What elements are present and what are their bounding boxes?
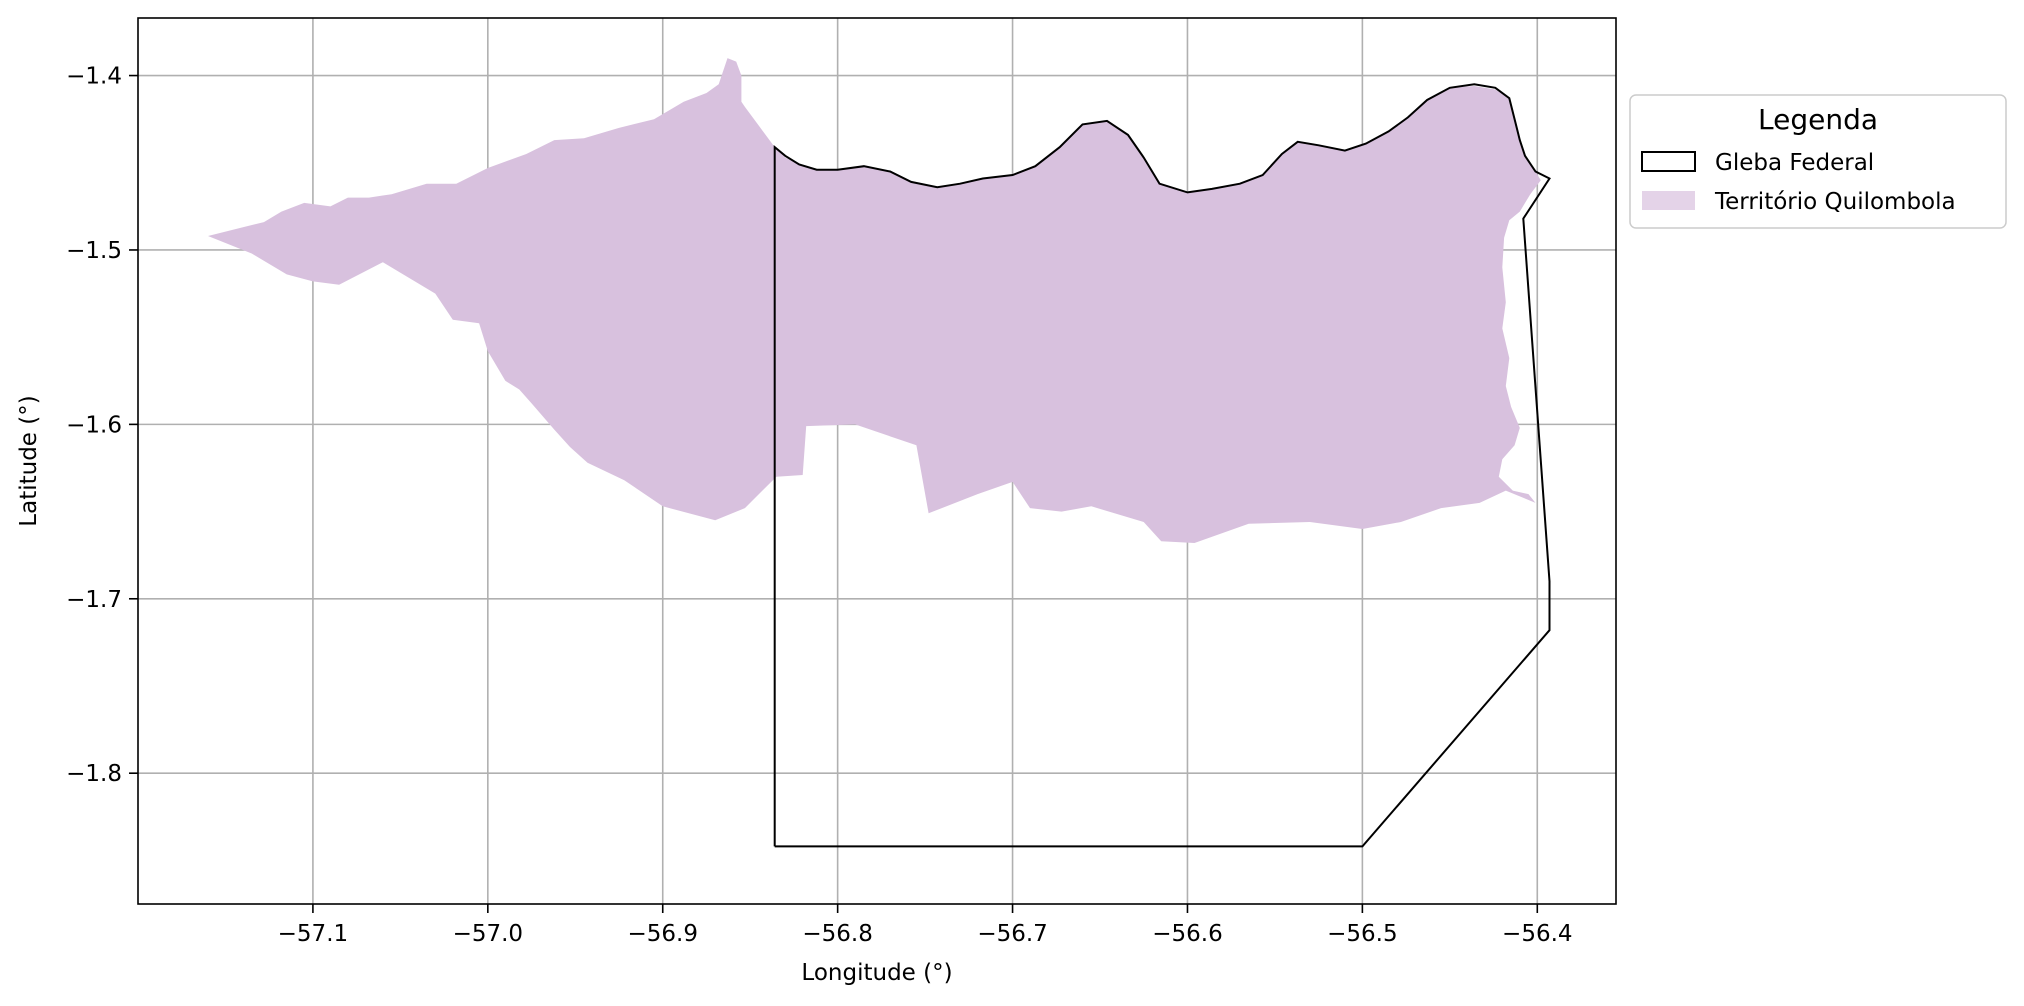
y-tick-label: −1.4 [66,64,122,90]
legend-swatch-territorio-quilombola [1642,191,1695,210]
x-tick-label: −57.1 [278,921,348,947]
x-tick-label: −56.4 [1502,921,1572,947]
plot-area: −57.1 −57.0 −56.9 −56.8 −56.7 −56.6 −56.5 −56.4… [66,17,1617,947]
x-tick-label: −56.7 [977,921,1047,947]
legend-label-territorio-quilombola: Território Quilombola [1714,189,1956,215]
x-axis-label: Longitude (°) [801,960,952,986]
y-tick-label: −1.6 [66,412,122,438]
y-axis-label: Latitude (°) [16,395,42,526]
legend-label-gleba-federal: Gleba Federal [1715,150,1874,176]
gleba-federal-outline[interactable] [773,83,1551,848]
x-tick-label: −56.9 [627,921,697,947]
x-tick-label: −56.8 [802,921,872,947]
y-axis-ticks: −1.4 −1.5 −1.6 −1.7 −1.8 [66,64,138,787]
legend: Legenda Gleba Federal Território Quilomb… [1629,94,2007,229]
x-tick-label: −57.0 [453,921,523,947]
y-tick-label: −1.5 [66,238,122,264]
legend-swatch-gleba-federal [1641,151,1696,172]
x-axis-ticks: −57.1 −57.0 −56.9 −56.8 −56.7 −56.6 −56.5 −56.4 [278,904,1573,947]
x-tick-label: −56.5 [1327,921,1397,947]
y-tick-label: −1.8 [66,761,122,787]
legend-title: Legenda [1758,103,1878,136]
legend-box [1629,94,2007,229]
territorio-quilombola-area[interactable] [208,58,1541,543]
y-tick-label: −1.7 [66,587,122,613]
axes-frame [137,17,1617,905]
x-tick-label: −56.6 [1152,921,1222,947]
